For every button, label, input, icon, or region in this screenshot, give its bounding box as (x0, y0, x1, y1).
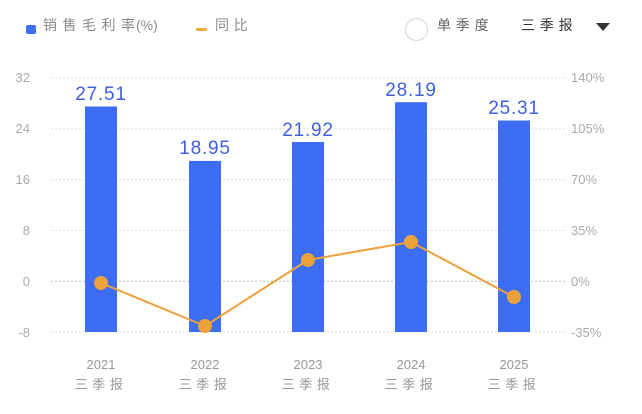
svg-text:0%: 0% (571, 274, 590, 289)
svg-text:三季报: 三季报 (75, 377, 128, 392)
svg-text:三季报: 三季报 (385, 377, 438, 392)
svg-text:2023: 2023 (294, 357, 323, 372)
svg-text:105%: 105% (571, 121, 605, 136)
svg-text:27.51: 27.51 (75, 84, 127, 105)
svg-text:0: 0 (23, 274, 30, 289)
svg-text:24: 24 (16, 121, 30, 136)
svg-text:21.92: 21.92 (282, 120, 334, 141)
svg-text:32: 32 (16, 70, 30, 85)
svg-text:35%: 35% (571, 223, 597, 238)
svg-text:2022: 2022 (191, 357, 220, 372)
svg-text:三季报: 三季报 (179, 377, 232, 392)
svg-text:25.31: 25.31 (488, 98, 540, 119)
svg-text:70%: 70% (571, 172, 597, 187)
svg-text:8: 8 (23, 223, 30, 238)
svg-text:140%: 140% (571, 70, 605, 85)
svg-text:三季报: 三季报 (282, 377, 335, 392)
svg-text:28.19: 28.19 (385, 80, 437, 101)
svg-text:2025: 2025 (500, 357, 529, 372)
svg-text:18.95: 18.95 (179, 138, 231, 159)
svg-text:三季报: 三季报 (488, 377, 541, 392)
svg-text:2021: 2021 (87, 357, 116, 372)
svg-text:16: 16 (16, 172, 30, 187)
svg-text:-35%: -35% (571, 325, 602, 340)
svg-text:2024: 2024 (397, 357, 426, 372)
svg-text:-8: -8 (18, 325, 30, 340)
